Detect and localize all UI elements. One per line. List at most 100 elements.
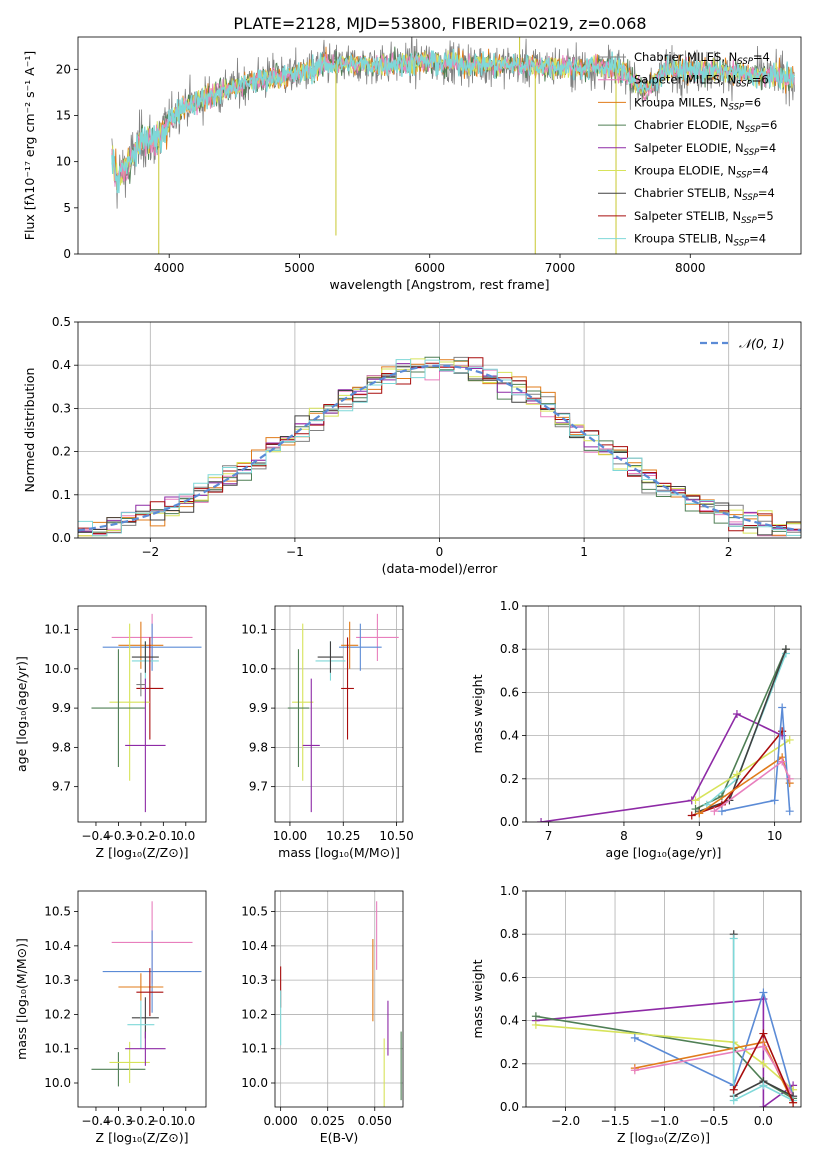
x-tick-label: −0.3: [104, 829, 133, 843]
legend-entry: Kroupa MILES, NSSP=6: [634, 95, 761, 112]
weight-line-salpeter-elodie: [535, 998, 794, 1107]
y-tick-label: 10.4: [44, 939, 71, 953]
axes: 0.000 0.025 0.050 10.0 10.1 10.2 10.3 10.4 10.5 E…: [241, 890, 404, 1145]
y-tick-label: 9.8: [52, 740, 71, 754]
legend-entry: Kroupa ELODIE, NSSP=4: [634, 164, 769, 181]
legend-entry: Salpeter ELODIE, NSSP=4: [634, 141, 776, 158]
y-tick-label: 10.0: [44, 662, 71, 676]
weight-marker: [717, 807, 726, 816]
x-tick-label: 10.50: [379, 829, 413, 843]
spectrum-line-kroupa-stelib: [111, 48, 795, 194]
y-tick-label: 10.1: [241, 1042, 268, 1056]
error-point-chabrier-elodie: [287, 649, 310, 768]
error-point-normal: [102, 930, 202, 1013]
y-tick-label: 0.5: [52, 315, 71, 329]
weight-marker: [759, 1103, 768, 1107]
y-tick-label: 15: [56, 108, 71, 122]
y-tick-label: 10.1: [44, 623, 71, 637]
weight-marker: [537, 818, 546, 822]
error-point-chabrier-elodie: [91, 1052, 146, 1087]
weight-marker: [691, 796, 700, 805]
axes-frame: [525, 890, 802, 1108]
axes: −0.4−0.3−0.2−0.10.0 10.0 10.1 10.2 10.3 10.4 1…: [14, 890, 207, 1145]
weight-marker: [759, 1081, 768, 1090]
legend-entry: 𝒩(0, 1): [739, 336, 785, 351]
x-axis-label: Z [log₁₀(Z/Z⊙)]: [96, 845, 189, 860]
x-tick-label: −2.0: [551, 1114, 580, 1128]
y-tick-label: 0.0: [52, 531, 71, 545]
weight-marker: [729, 934, 738, 943]
x-tick-label: 0: [436, 545, 444, 559]
weight-marker: [729, 1096, 738, 1105]
grid: [275, 891, 403, 1107]
x-tick-label: −1.0: [650, 1114, 679, 1128]
legend: 𝒩(0, 1): [700, 336, 785, 351]
weight-line-chabrier-elodie: [535, 1015, 794, 1100]
y-axis-label: age [log₁₀(age/yr)]: [14, 656, 29, 772]
weight-marker: [710, 807, 719, 816]
axes-frame: [77, 605, 207, 823]
error-point-kroupa-elodie: [109, 623, 150, 781]
x-tick-label: 0.025: [311, 1114, 345, 1128]
plot-area: [537, 645, 794, 822]
figure-title: PLATE=2128, MJD=53800, FIBERID=0219, z=0…: [233, 14, 646, 33]
error-point-kroupa-miles: [341, 621, 359, 669]
plot-area: [111, 37, 795, 254]
weight-line-salpeter-elodie: [540, 712, 783, 822]
plot-area: [91, 613, 202, 813]
error-point-kroupa-stelib: [127, 1000, 155, 1049]
x-axis-label: mass [log₁₀(M/M⊙)]: [278, 845, 400, 860]
x-axis-label: E(B-V): [320, 1130, 359, 1145]
panel-residuals: −2 −1 0 1 2 0.0 0.1 0.2 0.3 0.4 0.5 (data-model)/er…: [22, 315, 802, 576]
y-tick-label: 20: [56, 62, 71, 76]
weight-marker: [778, 703, 787, 712]
x-tick-label: −0.3: [104, 1114, 133, 1128]
x-tick-label: −0.4: [81, 829, 110, 843]
error-point-kroupa-miles: [118, 621, 164, 669]
weight-marker: [630, 1066, 639, 1075]
error-point-kroupa-miles: [118, 973, 164, 1001]
weight-marker: [687, 811, 696, 820]
axes: 4000 5000 6000 7000 8000 0 5 10 15 20 wavelength […: [22, 36, 802, 292]
x-tick-label: 10.00: [273, 829, 307, 843]
y-tick-label: 0.8: [500, 927, 519, 941]
weight-marker: [729, 1085, 738, 1094]
axes-frame: [274, 605, 404, 823]
x-tick-label: 2: [725, 545, 733, 559]
weight-marker: [778, 757, 787, 766]
weight-marker: [789, 1098, 798, 1107]
panel-mass_vs_EBV: 0.000 0.025 0.050 10.0 10.1 10.2 10.3 10.4 10.5 E…: [241, 890, 404, 1145]
legend: Chabrier MILES, NSSP=4 Salpeter MILES, NS…: [598, 50, 777, 249]
weight-marker: [732, 770, 741, 779]
legend-entry: Kroupa STELIB, NSSP=4: [634, 232, 766, 249]
error-point-salpeter-stelib: [341, 637, 354, 740]
legend-entry: Chabrier ELODIE, NSSP=6: [634, 118, 777, 135]
y-tick-label: 5: [63, 201, 71, 215]
x-axis-label: age [log₁₀(age/yr)]: [606, 845, 722, 860]
weight-line-kroupa-elodie: [535, 1024, 794, 1091]
weight-marker: [630, 1033, 639, 1042]
x-tick-label: −0.1: [149, 1114, 178, 1128]
y-tick-label: 10.1: [44, 1042, 71, 1056]
y-tick-label: 10.3: [241, 973, 268, 987]
error-point-normal: [102, 623, 202, 671]
y-tick-label: 0.8: [500, 642, 519, 656]
y-axis-label: Normed distribution: [22, 368, 37, 493]
legend-entry: Salpeter STELIB, NSSP=5: [634, 209, 774, 226]
grid: [78, 321, 801, 539]
x-tick-label: 7000: [545, 261, 576, 275]
y-tick-label: 1.0: [500, 884, 519, 898]
y-axis-label: mass weight: [470, 674, 485, 753]
plot-area: [531, 930, 798, 1107]
plot-area: [91, 901, 202, 1087]
x-tick-label: 10: [767, 829, 782, 843]
y-tick-label: 9.7: [52, 780, 71, 794]
x-tick-label: −0.2: [126, 829, 155, 843]
axes: −2 −1 0 1 2 0.0 0.1 0.2 0.3 0.4 0.5 (data-model)/er…: [22, 315, 802, 576]
y-tick-label: 0.4: [52, 358, 71, 372]
weight-marker: [785, 735, 794, 744]
error-point-normal: [339, 623, 382, 671]
x-tick-label: 8000: [675, 261, 706, 275]
y-tick-label: 0.2: [52, 445, 71, 459]
weight-marker: [531, 1012, 540, 1021]
